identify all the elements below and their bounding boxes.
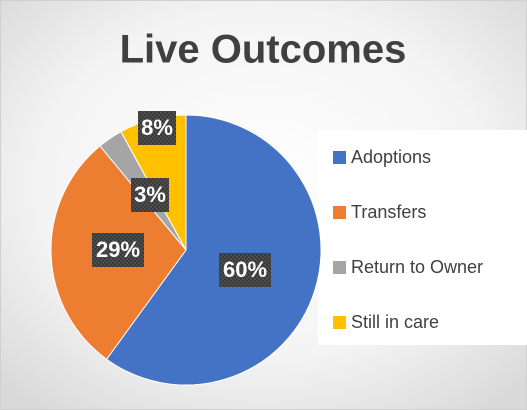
data-label-box	[138, 111, 176, 145]
legend-box	[318, 130, 527, 345]
chart-title: Live Outcomes	[120, 28, 407, 72]
legend-label: Return to Owner	[351, 257, 483, 277]
data-label-box	[131, 178, 169, 212]
data-label-box	[92, 233, 144, 267]
legend-swatch	[333, 316, 346, 329]
data-label: 29%	[96, 237, 140, 262]
legend-label: Adoptions	[351, 147, 431, 167]
data-label: 8%	[141, 115, 173, 140]
data-label: 60%	[223, 257, 267, 282]
legend-swatch	[333, 151, 346, 164]
legend-swatch	[333, 261, 346, 274]
legend-swatch	[333, 206, 346, 219]
pie-slice	[105, 114, 322, 386]
data-label: 3%	[134, 182, 166, 207]
legend-label: Transfers	[351, 202, 426, 222]
data-label-box	[219, 253, 271, 287]
legend-label: Still in care	[351, 312, 439, 332]
